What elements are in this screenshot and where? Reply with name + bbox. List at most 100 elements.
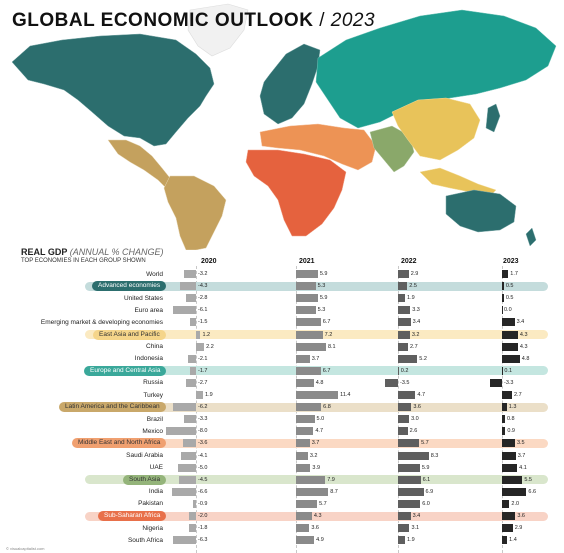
bar-2020-euro-area [173, 306, 196, 315]
row-label-emerging-market-developing-economies: Emerging market & developing economies [40, 318, 163, 326]
value-2020-emerging-market-developing-economies: -1.5 [198, 319, 208, 326]
bar-2020-brazil [183, 415, 196, 424]
bar-2020-south-asia [179, 475, 196, 484]
bar-2020-russia [186, 378, 196, 387]
bar-2022-euro-area [398, 306, 411, 315]
bar-2023-russia [489, 378, 502, 387]
middle-east-north-africa-region [259, 123, 377, 171]
row-label-india: India [148, 488, 163, 496]
bar-2020-nigeria [189, 524, 196, 533]
group-label-south-asia: South Asia [123, 474, 167, 485]
value-2020-sub-saharan-africa: -2.0 [198, 513, 208, 519]
value-2022-middle-east-and-north-africa: 5.7 [421, 440, 429, 447]
bar-2021-india [296, 487, 329, 496]
value-2020-south-africa: -6.3 [198, 537, 208, 544]
bar-2020-china [196, 342, 205, 351]
bar-2021-russia [296, 378, 314, 387]
group-label-latin-america-and-the-caribbean: Latin America and the Caribbean [59, 402, 166, 413]
bar-2023-china [502, 342, 518, 351]
value-2022-south-asia: 6.1 [422, 476, 431, 483]
bar-2023-indonesia [502, 354, 520, 363]
value-2020-east-asia-and-pacific: 1.2 [202, 331, 211, 338]
value-2022-world: 2.9 [410, 271, 419, 277]
year-header-2021: 2021 [299, 258, 315, 265]
bar-2021-indonesia [296, 354, 310, 363]
group-band-sub-saharan-africa [85, 511, 548, 521]
value-2023-mexico: 0.9 [507, 428, 515, 435]
group-band-middle-east-and-north-africa [85, 438, 548, 448]
title-separator: / [319, 10, 325, 31]
bar-2023-sub-saharan-africa [502, 512, 516, 520]
value-2022-east-asia-and-pacific: 3.2 [411, 331, 420, 338]
value-2022-euro-area: 3.3 [412, 307, 420, 314]
value-2020-nigeria: -1.8 [198, 525, 208, 532]
value-2021-europe-and-central-asia: 6.7 [322, 367, 331, 374]
bar-2023-south-africa [502, 536, 508, 545]
credit-text: © visualcapitalist.com [6, 546, 45, 551]
south-asia-region [369, 125, 415, 173]
bar-2021-south-asia [296, 475, 326, 484]
bar-2023-middle-east-and-north-africa [502, 439, 515, 448]
bar-2023-euro-area [502, 306, 503, 315]
chart-title: REAL GDP (ANNUAL % CHANGE) [21, 247, 164, 257]
value-2021-pakistan: 5.7 [319, 500, 327, 507]
row-label-china: China [146, 343, 163, 351]
value-2021-middle-east-and-north-africa: 3.7 [311, 440, 320, 447]
bar-2022-latin-america-and-the-caribbean [398, 403, 412, 412]
value-2021-turkey: 11.4 [340, 392, 351, 398]
bar-2021-saudi-arabia [296, 451, 308, 460]
value-2023-latin-america-and-the-caribbean: 1.3 [508, 404, 517, 411]
value-2023-united-states: 0.5 [505, 295, 514, 302]
value-2023-europe-and-central-asia: 0.1 [504, 367, 513, 374]
value-2023-middle-east-and-north-africa: 3.5 [516, 440, 525, 447]
bar-2023-pakistan [502, 499, 510, 508]
bar-2021-nigeria [296, 524, 310, 533]
value-2022-mexico: 2.6 [409, 428, 418, 435]
bar-2022-china [398, 342, 408, 351]
value-2022-turkey: 4.7 [417, 392, 426, 398]
bar-2023-europe-and-central-asia [502, 366, 503, 375]
value-2023-world: 1.7 [510, 271, 518, 277]
bar-2023-saudi-arabia [502, 451, 516, 460]
bar-2020-united-states [185, 294, 196, 303]
bar-2023-uae [502, 463, 518, 472]
value-2023-indonesia: 4.8 [521, 355, 530, 362]
bar-2022-south-africa [398, 536, 406, 545]
value-2021-south-africa: 4.9 [316, 537, 324, 544]
bar-2022-russia [385, 378, 398, 387]
value-2021-world: 5.9 [319, 271, 328, 277]
bar-2021-china [296, 342, 326, 351]
value-2021-india: 8.7 [330, 488, 338, 495]
bar-2020-middle-east-and-north-africa [182, 439, 196, 448]
value-2022-india: 6.9 [425, 488, 434, 495]
value-2020-russia: -2.7 [198, 379, 208, 386]
bar-2022-turkey [398, 391, 416, 399]
value-2020-world: -3.2 [198, 271, 208, 277]
value-2021-euro-area: 5.3 [317, 307, 326, 314]
bar-2023-south-asia [502, 475, 523, 484]
row-label-brazil: Brazil [146, 415, 163, 423]
value-2023-sub-saharan-africa: 3.6 [517, 513, 525, 519]
bar-2022-south-asia [398, 475, 421, 484]
row-label-uae: UAE [149, 464, 163, 472]
value-2023-russia: -3.3 [504, 379, 514, 386]
value-2023-east-asia-and-pacific: 4.3 [519, 331, 528, 338]
value-2021-uae: 3.9 [312, 464, 321, 471]
bar-2020-advanced-economies [180, 282, 196, 291]
europe-region [259, 43, 321, 125]
bar-2021-uae [296, 463, 311, 472]
bar-2023-world [502, 270, 509, 278]
value-2022-brazil: 3.0 [411, 416, 419, 423]
value-2022-indonesia: 5.2 [419, 355, 427, 362]
bar-2022-europe-and-central-asia [398, 366, 399, 375]
bar-2022-east-asia-and-pacific [398, 330, 410, 339]
value-2023-advanced-economies: 0.5 [505, 283, 514, 290]
title-main: GLOBAL ECONOMIC OUTLOOK [12, 10, 314, 31]
value-2021-sub-saharan-africa: 4.3 [313, 513, 322, 519]
value-2022-china: 2.7 [409, 343, 418, 350]
row-label-world: World [146, 270, 163, 278]
bar-2021-turkey [296, 391, 339, 399]
bar-2022-brazil [398, 415, 410, 424]
page-title: GLOBAL ECONOMIC OUTLOOK / 2023 [12, 10, 375, 32]
row-label-russia: Russia [143, 379, 163, 387]
